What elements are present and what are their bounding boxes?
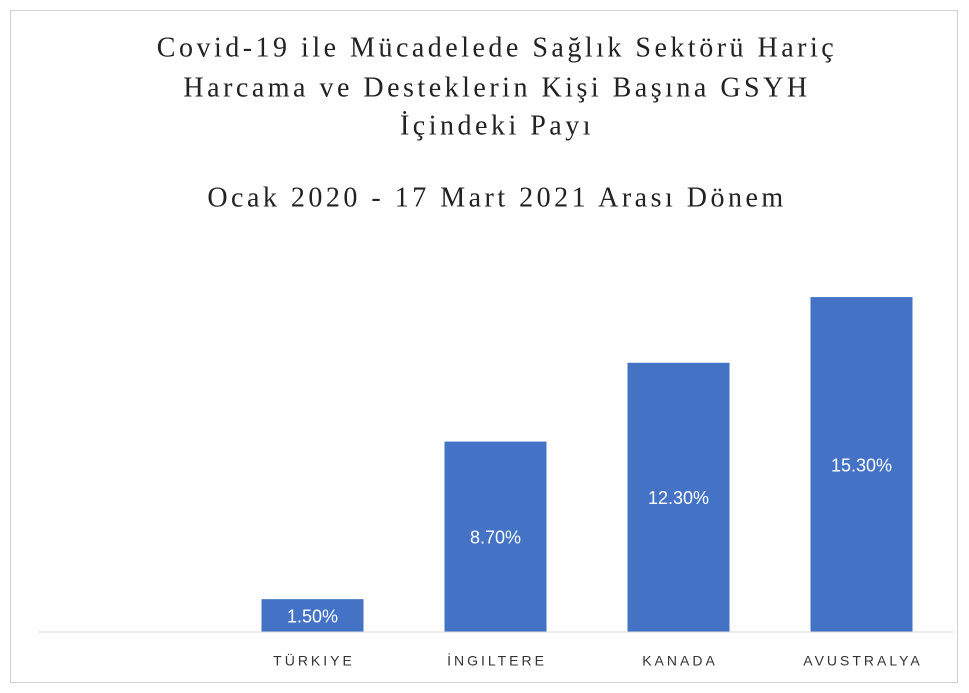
chart-subtitle: Ocak 2020 - 17 Mart 2021 Arası Dönem — [207, 182, 786, 213]
bar — [627, 362, 730, 632]
value-label: 1.50% — [287, 606, 338, 626]
value-label: 8.70% — [470, 528, 521, 548]
bar — [810, 297, 913, 632]
x-tick-label: KANADA — [642, 653, 718, 669]
x-tick-label: AVUSTRALYA — [803, 653, 922, 669]
chart-title: Harcama ve Desteklerin Kişi Başına GSYH — [183, 72, 810, 103]
chart-title: İçindeki Payı — [400, 110, 594, 141]
bar — [261, 599, 364, 632]
x-tick-label: TÜRKIYE — [273, 652, 355, 669]
x-tick-label: İNGILTERE — [447, 652, 547, 669]
chart-title: Covid-19 ile Mücadelede Sağlık Sektörü H… — [157, 32, 837, 63]
value-label: 15.30% — [831, 455, 892, 475]
value-label: 12.30% — [648, 488, 709, 508]
bar — [444, 441, 547, 632]
